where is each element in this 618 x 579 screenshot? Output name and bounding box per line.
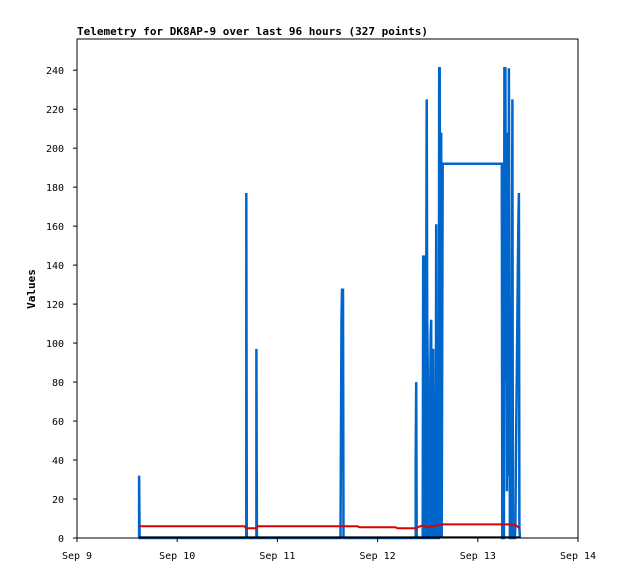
x-tick-label: Sep 14	[560, 551, 596, 562]
y-axis-label: Values	[25, 269, 38, 309]
y-tick-label: 20	[52, 495, 64, 506]
x-tick-label: Sep 10	[159, 551, 195, 562]
x-tick-label: Sep 13	[460, 551, 496, 562]
y-tick-label: 40	[52, 456, 64, 467]
chart-title: Telemetry for DK8AP-9 over last 96 hours…	[77, 25, 428, 38]
series-line-2	[139, 523, 521, 530]
y-axis: 0 20 40 60 80 100 120 140 160 180 200 220 240	[46, 66, 77, 545]
plot-lines	[137, 66, 522, 540]
y-tick-label: 220	[46, 105, 64, 116]
x-tick-label: Sep 12	[360, 551, 396, 562]
x-tick-label: Sep 11	[259, 551, 295, 562]
y-tick-label: 140	[46, 261, 64, 272]
y-tick-label: 200	[46, 144, 64, 155]
x-tick-label: Sep 9	[62, 551, 92, 562]
y-tick-label: 100	[46, 339, 64, 350]
x-axis: Sep 9 Sep 10 Sep 11 Sep 12 Sep 13 Sep 14	[62, 538, 596, 562]
y-tick-label: 120	[46, 300, 64, 311]
y-tick-label: 0	[58, 534, 64, 545]
y-tick-label: 80	[52, 378, 64, 389]
series-line-1	[137, 66, 522, 540]
y-tick-label: 160	[46, 222, 64, 233]
y-tick-label: 60	[52, 417, 64, 428]
y-tick-label: 240	[46, 66, 64, 77]
y-tick-label: 180	[46, 183, 64, 194]
plot-frame	[76, 38, 579, 539]
